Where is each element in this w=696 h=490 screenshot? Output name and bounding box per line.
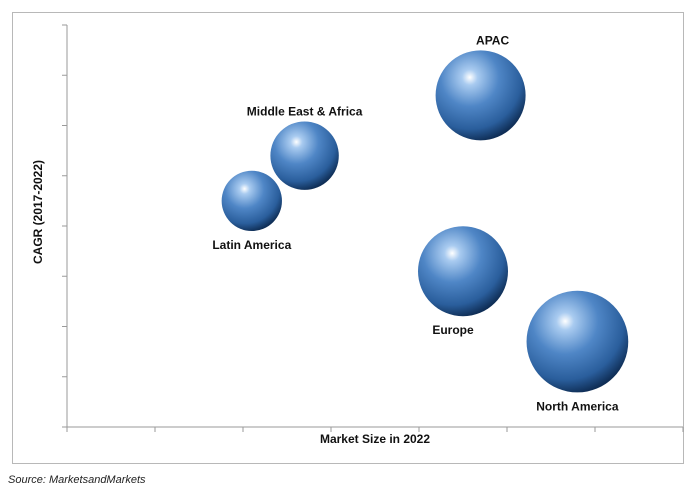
bubbles: APAC Middle East & Africa Latin America Eur…: [212, 33, 629, 413]
source-note: Source: MarketsandMarkets: [8, 474, 146, 486]
y-axis-label: CAGR (2017-2022): [31, 160, 45, 264]
bubble-label: APAC: [476, 33, 509, 47]
bubble-north-america: [526, 290, 629, 393]
bubble-label: Middle East & Africa: [247, 104, 363, 118]
chart-frame: [12, 12, 684, 464]
bubble-label: Latin America: [212, 238, 291, 252]
bubble-label: Europe: [432, 323, 474, 337]
bubble-middle-east-africa: [270, 121, 339, 190]
axes: [62, 24, 684, 432]
x-axis-label: Market Size in 2022: [320, 432, 430, 446]
bubble-latin-america: [221, 170, 282, 232]
bubble-label: North America: [536, 399, 619, 413]
bubble-europe: [418, 226, 508, 317]
bubble-apac: [435, 50, 526, 141]
